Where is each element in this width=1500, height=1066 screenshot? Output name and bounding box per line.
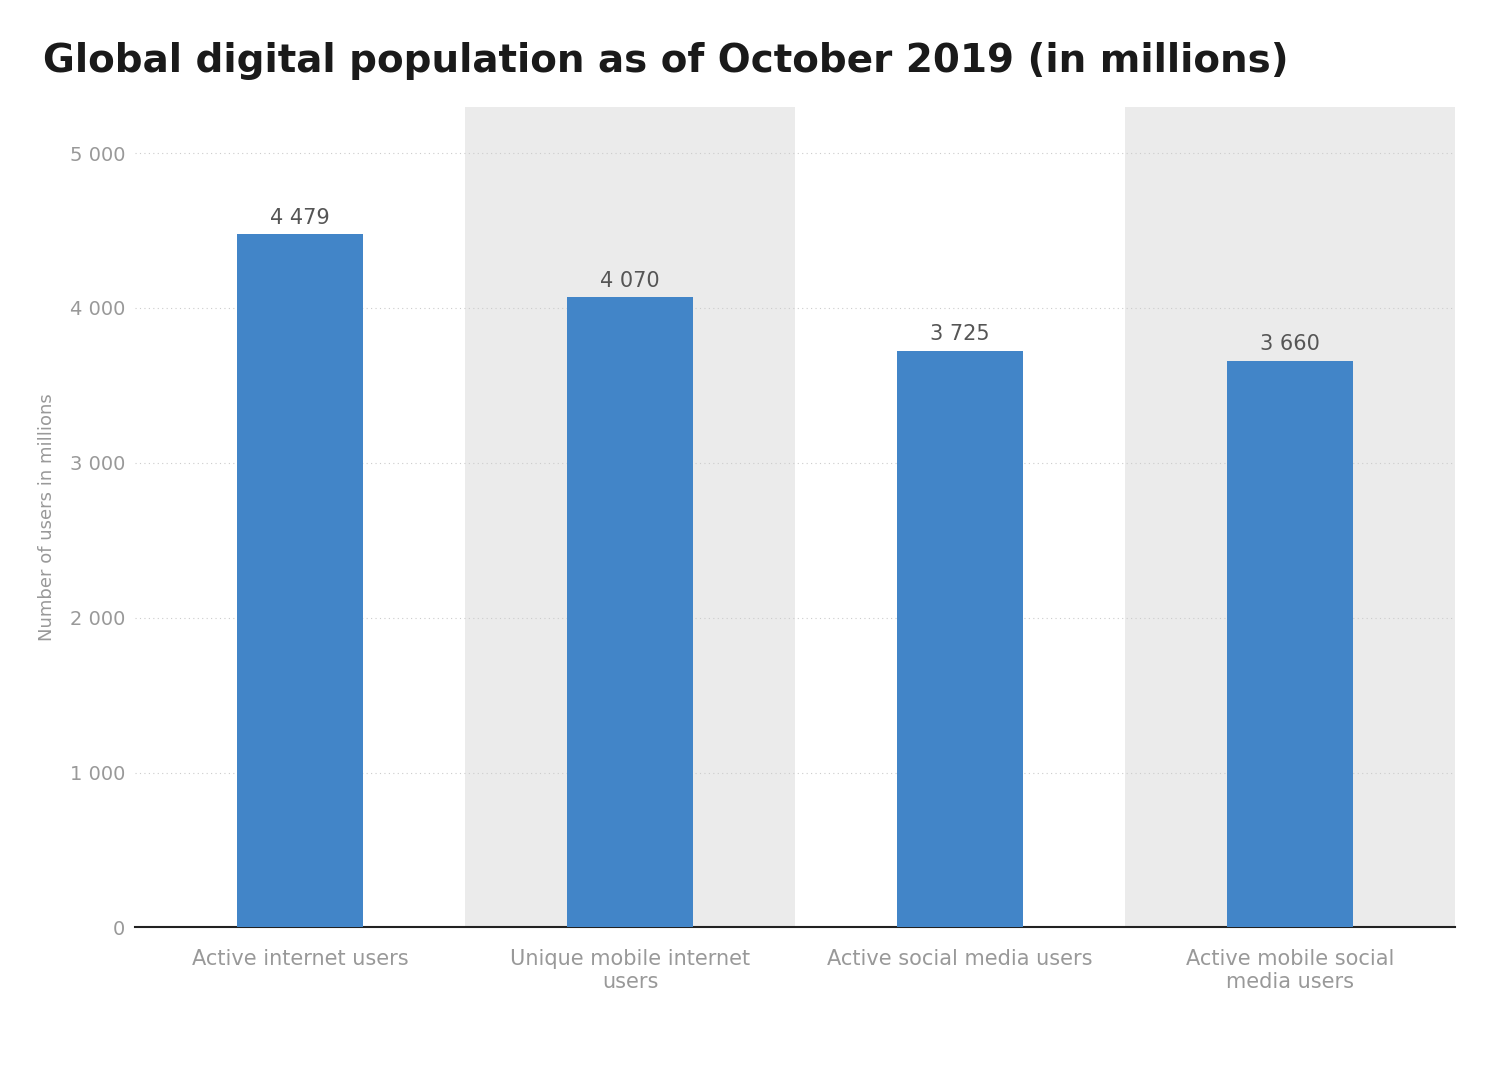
Text: 3 725: 3 725 [930, 324, 990, 344]
Bar [237, 233, 363, 927]
Bar [1227, 360, 1353, 927]
Bar [465, 107, 795, 927]
Y-axis label: Number of users in millions: Number of users in millions [38, 393, 56, 641]
Bar [1125, 107, 1455, 927]
Bar [795, 107, 1125, 927]
Bar [897, 351, 1023, 927]
Text: 4 479: 4 479 [270, 208, 330, 227]
Text: Global digital population as of October 2019 (in millions): Global digital population as of October … [42, 42, 1288, 80]
Bar [135, 107, 465, 927]
Text: 3 660: 3 660 [1260, 335, 1320, 354]
Bar [567, 297, 693, 927]
Text: 4 070: 4 070 [600, 271, 660, 291]
